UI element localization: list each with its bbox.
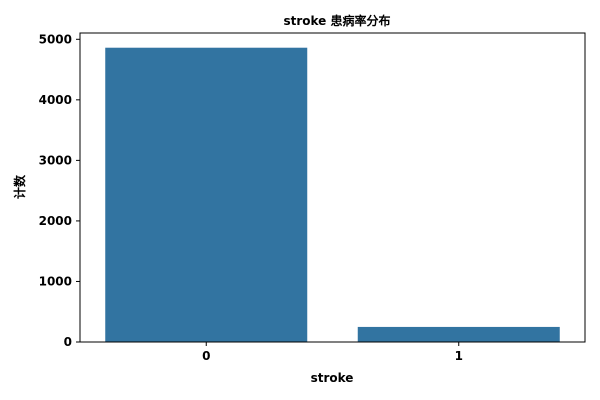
y-axis-label: 计数 bbox=[12, 174, 27, 199]
plot-frame bbox=[79, 32, 586, 343]
x-tick-label: 0 bbox=[202, 349, 210, 363]
y-tick-label: 0 bbox=[64, 335, 72, 349]
x-axis-label: stroke bbox=[311, 371, 354, 385]
bar-0 bbox=[105, 47, 308, 343]
y-axis: 0 1000 2000 3000 4000 5000 bbox=[39, 32, 80, 349]
y-tick-label: 2000 bbox=[39, 214, 72, 228]
y-tick-label: 5000 bbox=[39, 32, 72, 46]
y-tick-label: 4000 bbox=[39, 93, 72, 107]
x-tick-label: 1 bbox=[455, 349, 463, 363]
bars bbox=[105, 47, 560, 343]
bar-1 bbox=[357, 326, 560, 342]
chart-title: stroke 患病率分布 bbox=[283, 13, 390, 28]
y-tick-label: 3000 bbox=[39, 153, 72, 167]
y-tick-label: 1000 bbox=[39, 274, 72, 288]
